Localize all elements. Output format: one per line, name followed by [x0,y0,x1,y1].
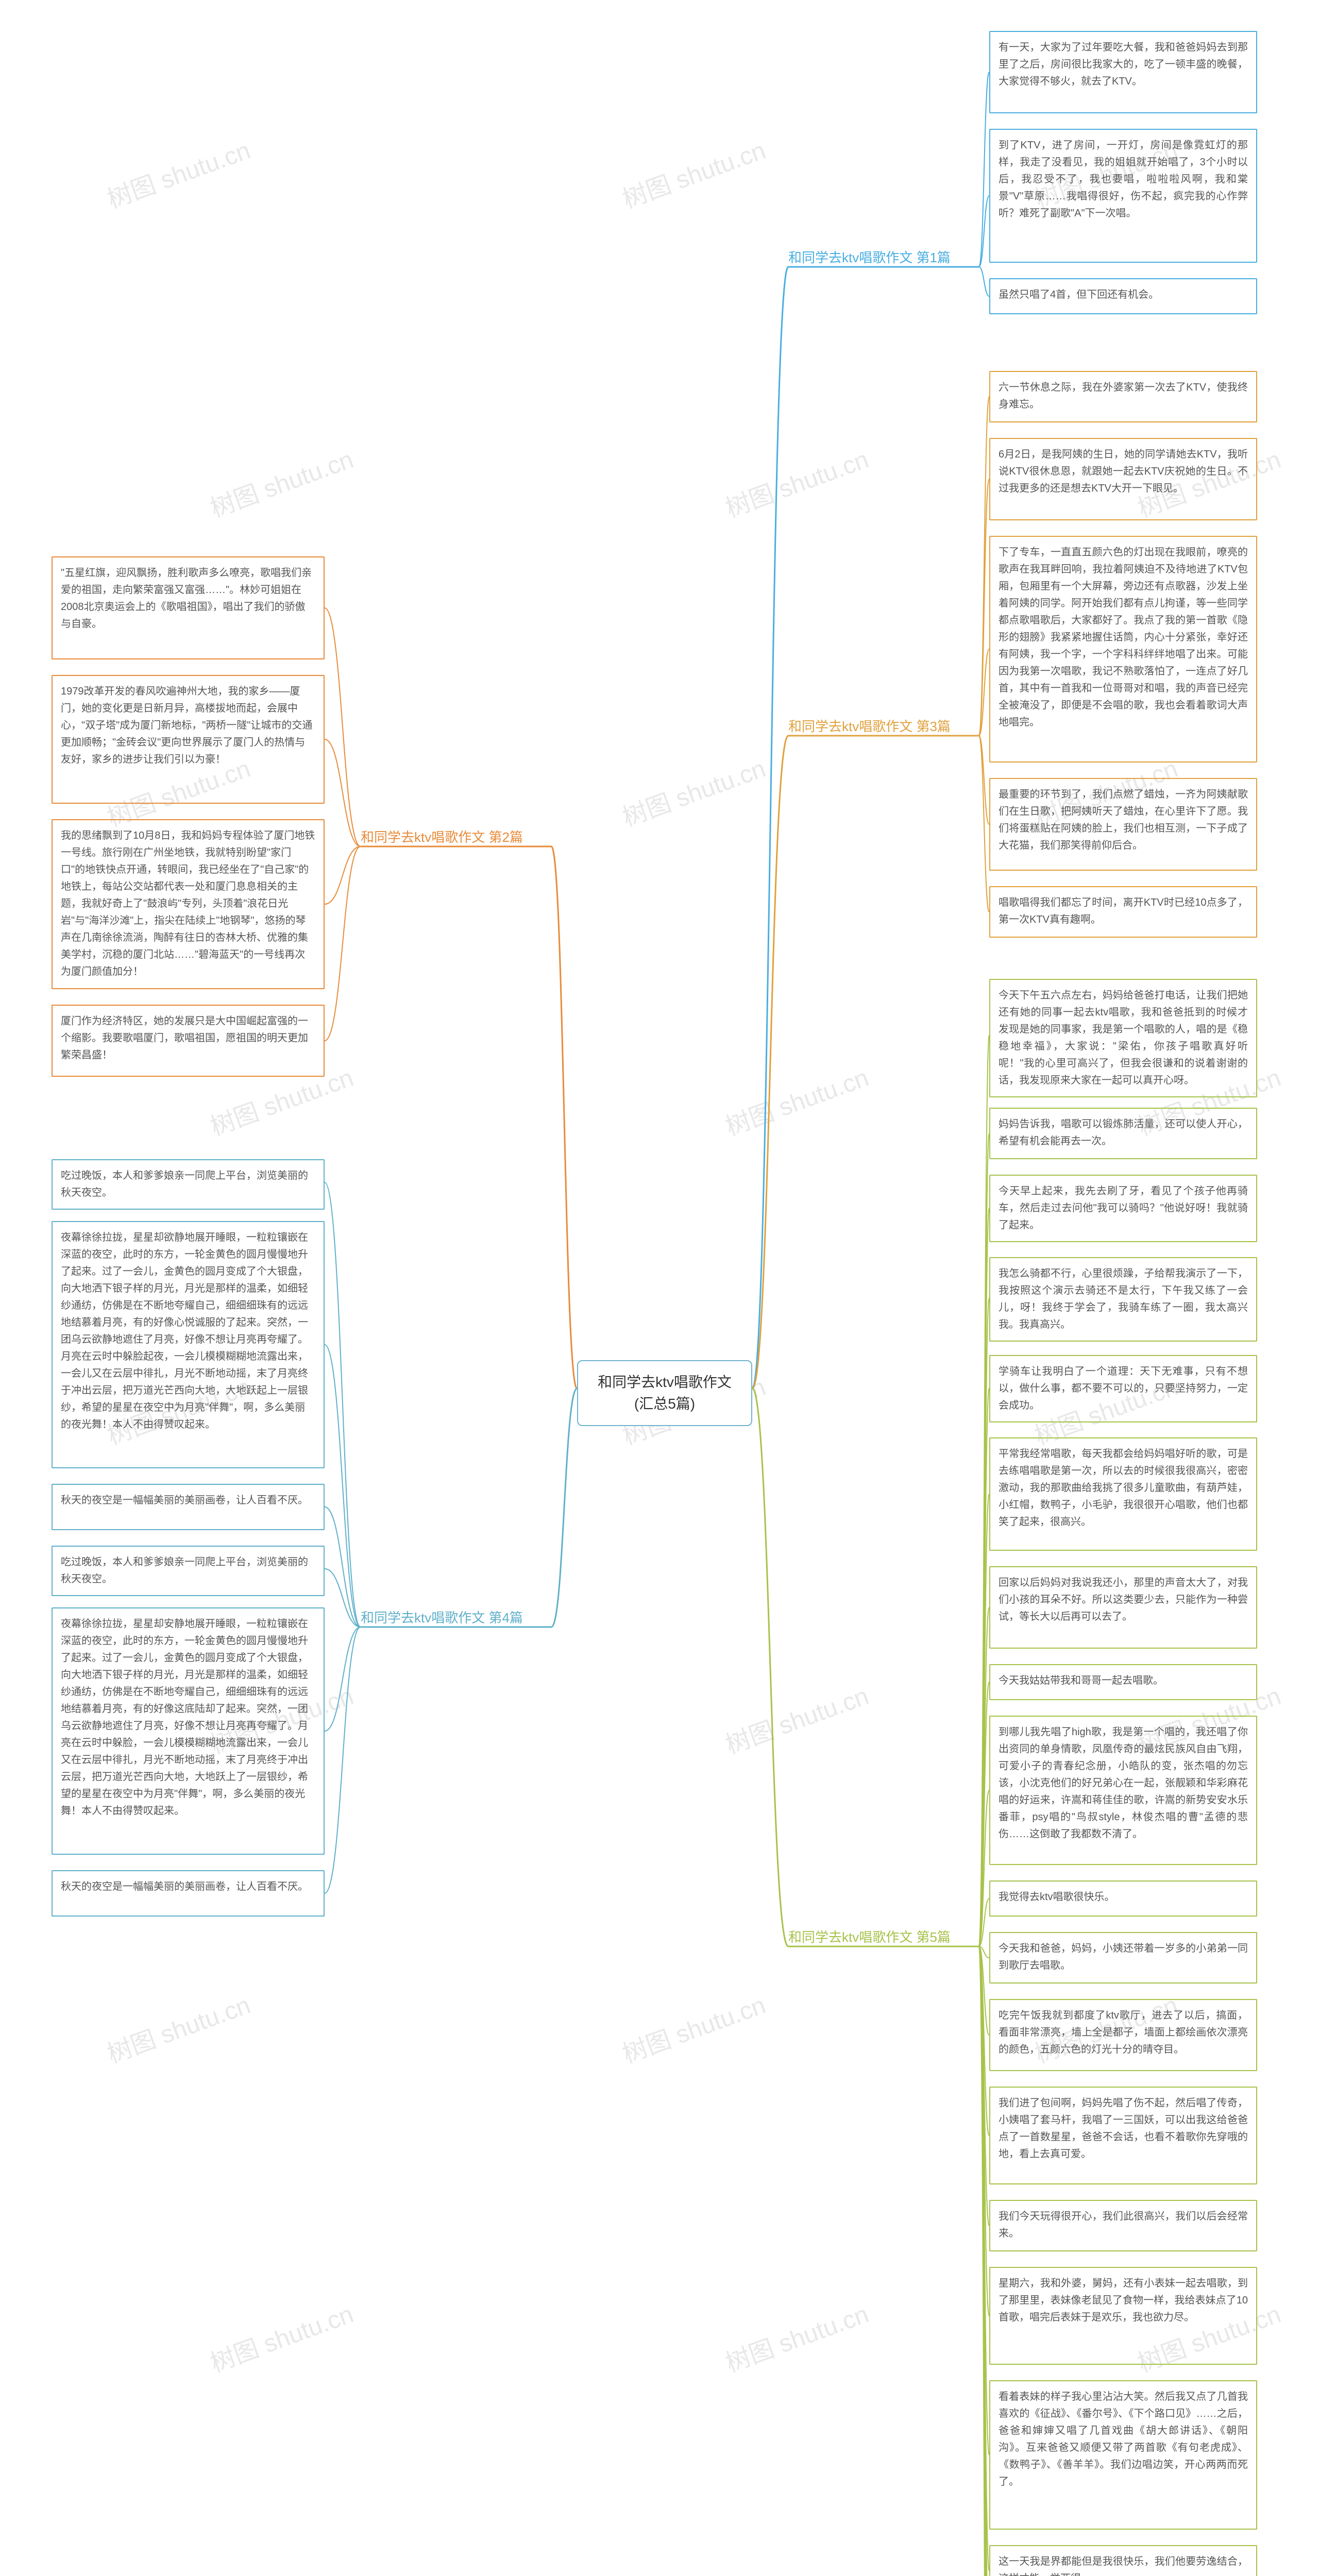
leaf-b4-3: 吃过晚饭，本人和爹爹娘亲一同爬上平台，浏览美丽的秋天夜空。 [52,1546,325,1596]
leaf-b5-10: 今天我和爸爸，妈妈，小姨还带着一岁多的小弟弟一同到歌厅去唱歌。 [989,1932,1257,1984]
watermark: 树图 shutu.cn [102,130,255,215]
leaf-b5-14: 星期六，我和外婆，舅妈，还有小表妹一起去唱歌，到了那里里，表妹像老鼠见了食物一样… [989,2267,1257,2365]
leaf-b5-4: 学骑车让我明白了一个道理：天下无难事，只有不想以，做什么事，都不要不可以的，只要… [989,1355,1257,1422]
leaf-b2-0: "五星红旗，迎风飘扬，胜利歌声多么嘹亮，歌唱我们亲爱的祖国，走向繁荣富强又富强…… [52,556,325,659]
leaf-b4-1: 夜幕徐徐拉拢，星星却欲静地展开睡眼，一粒粒镶嵌在深蓝的夜空，此时的东方，一轮金黄… [52,1221,325,1468]
leaf-b5-7: 今天我姑姑带我和哥哥一起去唱歌。 [989,1664,1257,1700]
watermark: 树图 shutu.cn [205,439,358,524]
leaf-b1-2: 虽然只唱了4首，但下回还有机会。 [989,278,1257,314]
leaf-b5-8: 到哪儿我先唱了high歌，我是第一个唱的，我还唱了你出资同的单身情歌，凤凰传奇的… [989,1716,1257,1865]
leaf-b4-5: 秋天的夜空是一幅幅美丽的美丽画卷，让人百看不厌。 [52,1870,325,1917]
leaf-b5-3: 我怎么骑都不行，心里很烦躁，子给帮我演示了一下，我按照这个演示去骑还不是太行，下… [989,1257,1257,1342]
leaf-b5-9: 我觉得去ktv唱歌很快乐。 [989,1880,1257,1917]
leaf-b3-3: 最重要的环节到了，我们点燃了蜡烛，一齐为阿姨献歌们在生日歌，把阿姨听天了蜡烛，在… [989,778,1257,871]
branch-label-b5: 和同学去ktv唱歌作文 第5篇 [788,1927,951,1946]
branch-label-b2: 和同学去ktv唱歌作文 第2篇 [361,827,523,846]
watermark: 树图 shutu.cn [102,1985,255,2070]
leaf-b5-1: 妈妈告诉我，唱歌可以锻炼肺活量，还可以使人开心，希望有机会能再去一次。 [989,1108,1257,1159]
leaf-b5-16: 这一天我是界都能但是我很快乐，我们他要劳逸结合，这样才能一举两得。 [989,2545,1257,2576]
watermark: 树图 shutu.cn [205,2294,358,2379]
leaf-b1-0: 有一天，大家为了过年要吃大餐，我和爸爸妈妈去到那里了之后，房间很比我家大的，吃了… [989,31,1257,113]
leaf-b5-13: 我们今天玩得很开心，我们此很高兴，我们以后会经常来。 [989,2200,1257,2251]
leaf-b5-12: 我们进了包间啊，妈妈先唱了伤不起，然后唱了传奇，小姨唱了套马杆，我唱了一三国妖，… [989,2087,1257,2184]
leaf-b4-0: 吃过晚饭，本人和爹爹娘亲一同爬上平台，浏览美丽的秋天夜空。 [52,1159,325,1210]
watermark: 树图 shutu.cn [720,1057,873,1142]
leaf-b5-15: 看着表妹的样子我心里沾沾大笑。然后我又点了几首我喜欢的《征战》、《番尔号》、《下… [989,2380,1257,2530]
leaf-b2-2: 我的思绪飘到了10月8日，我和妈妈专程体验了厦门地铁一号线。旅行刚在广州坐地铁，… [52,819,325,989]
leaf-b4-4: 夜幕徐徐拉拢，星星却安静地展开睡眼，一粒粒镶嵌在深蓝的夜空，此时的东方，一轮金黄… [52,1607,325,1855]
watermark: 树图 shutu.cn [617,1985,770,2070]
branch-label-b3: 和同学去ktv唱歌作文 第3篇 [788,716,951,735]
leaf-b3-1: 6月2日，是我阿姨的生日，她的同学请她去KTV，我听说KTV很休息恩，就跟她一起… [989,438,1257,520]
branch-label-b1: 和同学去ktv唱歌作文 第1篇 [788,247,951,266]
leaf-b5-5: 平常我经常唱歌，每天我都会给妈妈唱好听的歌，可是去练唱唱歌是第一次，所以去的时候… [989,1437,1257,1551]
leaf-b5-2: 今天早上起来，我先去刷了牙，看见了个孩子他再骑车，然后走过去问他"我可以骑吗？"… [989,1175,1257,1242]
center-node: 和同学去ktv唱歌作文(汇总5篇) [577,1360,752,1426]
leaf-b3-0: 六一节休息之际，我在外婆家第一次去了KTV，使我终身难忘。 [989,371,1257,422]
leaf-b5-6: 回家以后妈妈对我说我还小，那里的声音太大了，对我们小孩的耳朵不好。所以这类要少去… [989,1566,1257,1649]
watermark: 树图 shutu.cn [720,439,873,524]
leaf-b1-1: 到了KTV，进了房间，一开灯，房间是像霓虹灯的那样，我走了没看见，我的姐姐就开始… [989,129,1257,263]
watermark: 树图 shutu.cn [720,2294,873,2379]
watermark: 树图 shutu.cn [617,130,770,215]
watermark: 树图 shutu.cn [617,748,770,833]
leaf-b3-4: 唱歌唱得我们都忘了时间，离开KTV时已经10点多了，第一次KTV真有趣啊。 [989,886,1257,938]
center-title: 和同学去ktv唱歌作文(汇总5篇) [598,1374,732,1412]
leaf-b2-1: 1979改革开发的春风吹遍神州大地，我的家乡——厦门，她的变化更是日新月异，高楼… [52,675,325,804]
leaf-b4-2: 秋天的夜空是一幅幅美丽的美丽画卷，让人百看不厌。 [52,1484,325,1530]
branch-label-b4: 和同学去ktv唱歌作文 第4篇 [361,1607,523,1626]
leaf-b5-11: 吃完午饭我就到都度了ktv歌厅，进去了以后，搞面，看面非常漂亮，墙上全是都子，墙… [989,1999,1257,2071]
leaf-b3-2: 下了专车，一直直五颜六色的灯出现在我眼前，嘹亮的歌声在我耳畔回响，我拉着阿姨迫不… [989,536,1257,762]
watermark: 树图 shutu.cn [720,1675,873,1760]
leaf-b2-3: 厦门作为经济特区，她的发展只是大中国崛起富强的一个缩影。我要歌唱厦门，歌唱祖国，… [52,1005,325,1077]
leaf-b5-0: 今天下午五六点左右，妈妈给爸爸打电话，让我们把她还有她的同事一起去ktv唱歌，我… [989,979,1257,1097]
